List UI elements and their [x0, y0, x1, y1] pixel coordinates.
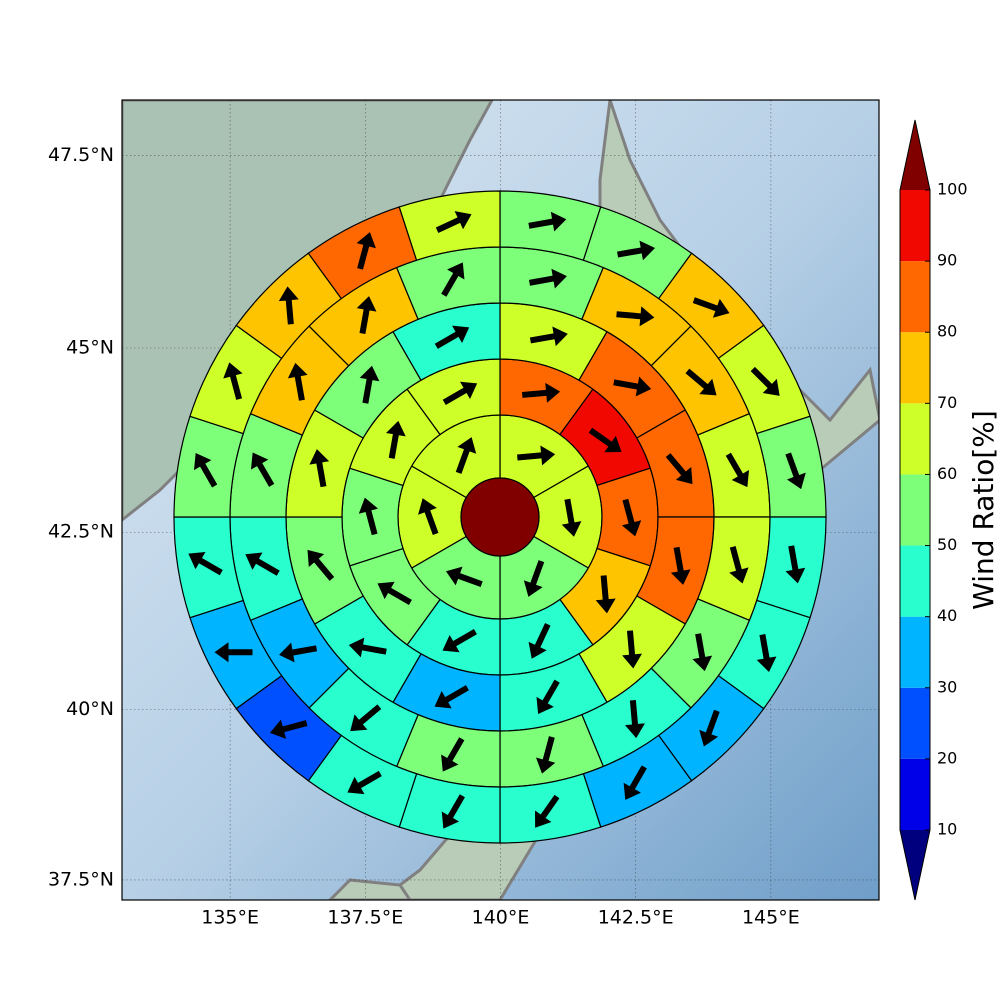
- colorbar-tick-label: 80: [937, 322, 957, 341]
- wind-arrow: [214, 642, 253, 663]
- wind-arrow: [616, 306, 655, 327]
- colorbar-band: [900, 758, 930, 830]
- wind-arrow: [350, 704, 382, 732]
- wind-arrow: [785, 545, 806, 584]
- wind-arrow: [665, 453, 693, 485]
- wind-arrow: [670, 546, 691, 585]
- y-tick-label: 42.5°N: [48, 521, 114, 543]
- wind-arrow: [535, 736, 556, 774]
- colorbar-label: Wind Ratio[%]: [967, 410, 1000, 610]
- wind-arrow: [441, 737, 465, 772]
- colorbar-tick-label: 60: [937, 464, 957, 483]
- wind-arrow: [621, 498, 642, 537]
- colorbar-extend-low: [900, 830, 930, 900]
- wind-arrow: [536, 679, 560, 714]
- y-tick-label: 47.5°N: [48, 144, 114, 166]
- colorbar-tick-label: 70: [937, 393, 957, 412]
- wind-arrow: [729, 546, 749, 584]
- wind-arrow: [307, 549, 335, 581]
- wind-arrow: [356, 296, 377, 335]
- wind-arrow: [622, 630, 643, 669]
- wind-arrow: [699, 709, 720, 747]
- wind-arrow: [756, 634, 777, 672]
- wind-arrow: [442, 629, 477, 653]
- wind-arrow: [528, 623, 551, 659]
- wind-arrow: [194, 453, 218, 488]
- map-frame: [121, 99, 880, 901]
- colorbar-tick-label: 90: [937, 251, 957, 270]
- wind-arrow: [528, 268, 567, 289]
- wind-arrow: [625, 700, 645, 739]
- wind-arrow: [287, 362, 308, 401]
- wind-arrow: [521, 382, 561, 403]
- wind-arrow: [692, 297, 730, 318]
- wind-arrow: [347, 770, 382, 795]
- wind-arrow: [434, 325, 470, 349]
- colorbar-band: [900, 474, 930, 546]
- colorbar-tick-label: 40: [937, 606, 957, 625]
- wind-arrow: [223, 362, 243, 400]
- wind-arrow: [358, 497, 379, 536]
- wind-arrow: [529, 326, 568, 347]
- wind-arrow: [517, 445, 556, 466]
- wind-arrow: [245, 552, 280, 576]
- wind-arrow: [528, 211, 567, 232]
- colorbar-band: [900, 545, 930, 617]
- colorbar-tick-label: 20: [937, 748, 957, 767]
- wind-arrow: [750, 366, 780, 396]
- wind-arrow: [685, 368, 717, 396]
- colorbar-band: [900, 332, 930, 404]
- wind-arrow: [623, 765, 647, 800]
- y-tick-label: 37.5°N: [48, 868, 114, 890]
- wind-arrow: [250, 452, 275, 487]
- center-disk: [460, 477, 540, 557]
- wind-arrow: [613, 376, 652, 397]
- wind-arrow: [278, 286, 299, 325]
- colorbar-band: [900, 687, 930, 759]
- wind-arrow: [725, 452, 750, 488]
- wind-arrow: [386, 420, 406, 459]
- wind-arrow: [279, 642, 318, 663]
- wind-arrow: [455, 437, 477, 474]
- x-tick-label: 142.5°E: [598, 907, 674, 929]
- colorbar-tick-label: 50: [937, 535, 957, 554]
- colorbar-tick-label: 100: [937, 180, 968, 199]
- wind-arrow: [617, 240, 655, 261]
- wind-arrow: [309, 449, 330, 488]
- wind-arrow: [435, 211, 472, 233]
- colorbar-band: [900, 403, 930, 475]
- colorbar-tick-label: 30: [937, 677, 957, 696]
- wind-arrow: [588, 427, 622, 453]
- wind-arrow: [445, 566, 483, 588]
- wind-arrow: [377, 581, 412, 606]
- wind-arrow: [523, 560, 545, 597]
- x-tick-label: 145°E: [742, 907, 800, 929]
- wind-arrow: [692, 633, 713, 672]
- wind-arrow: [442, 381, 478, 405]
- wind-arrow: [561, 498, 582, 537]
- x-tick-label: 140°E: [472, 907, 530, 929]
- wind-arrow: [359, 365, 380, 404]
- colorbar-extend-high: [900, 120, 930, 190]
- wind-arrow: [348, 637, 387, 658]
- wind-arrow: [418, 498, 439, 535]
- y-tick-label: 40°N: [66, 698, 114, 720]
- y-tick-label: 45°N: [66, 336, 114, 358]
- colorbar-band: [900, 190, 930, 262]
- wind-arrow: [356, 232, 376, 270]
- wind-arrow: [595, 575, 616, 614]
- wind-arrow: [434, 685, 469, 709]
- wind-arrow: [269, 719, 308, 739]
- wind-arrow: [441, 794, 465, 829]
- x-tick-label: 137.5°E: [327, 907, 403, 929]
- wind-arrow: [534, 794, 560, 828]
- colorbar-band: [900, 261, 930, 333]
- wind-arrow: [441, 262, 465, 297]
- colorbar-tick-label: 10: [937, 820, 957, 839]
- colorbar-band: [900, 616, 930, 688]
- wind-arrow: [188, 551, 223, 576]
- wind-arrow: [785, 452, 806, 490]
- x-tick-label: 135°E: [201, 907, 259, 929]
